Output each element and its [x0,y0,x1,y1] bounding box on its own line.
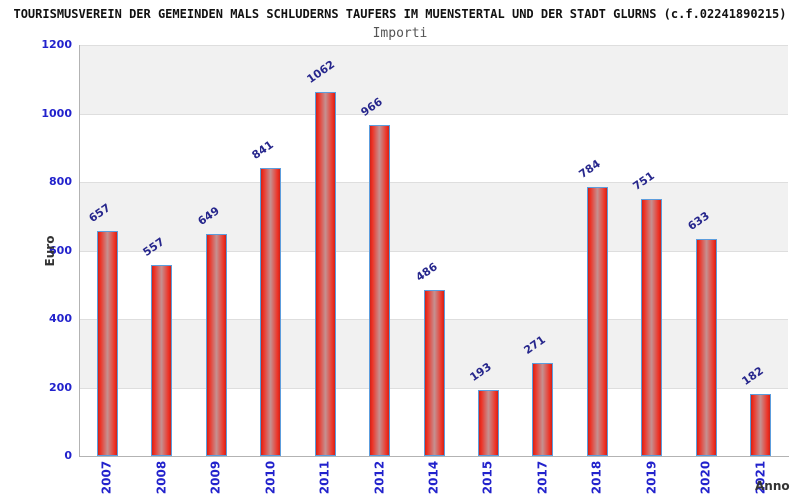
x-tick-label: 2019 [644,460,659,495]
y-axis-title: Euro [43,235,57,267]
chart-subtitle: Importi [372,26,428,41]
bar [151,265,173,456]
bar [750,393,772,456]
x-tick-label: 2009 [208,460,223,495]
bar [260,167,282,456]
bar [641,198,663,456]
bar [314,92,336,456]
x-tick-label: 2007 [99,460,114,495]
y-tick-label: 1200 [41,38,72,51]
plot-band [80,45,788,114]
chart-title: TOURISMUSVEREIN DER GEMEINDEN MALS SCHLU… [13,7,787,21]
y-tick-label: 800 [49,175,72,188]
x-tick-label: 2014 [426,460,441,495]
bar [369,125,391,456]
y-axis-line [79,45,80,457]
bar [477,389,499,456]
x-tick-label: 2008 [154,460,169,495]
y-tick-label: 600 [49,243,72,257]
gridline [80,182,788,183]
bar [532,363,554,456]
x-axis-title: Anno [755,479,790,493]
x-tick-label: 2015 [480,460,495,495]
bar [695,239,717,456]
y-tick-label: 400 [49,312,72,325]
gridline [80,113,788,115]
y-tick-label: 1000 [41,106,72,120]
gridline [80,250,788,252]
x-tick-label: 2012 [372,460,387,495]
x-tick-label: 2011 [317,460,332,495]
x-tick-label: 2018 [589,460,604,495]
plot-area: 657 557 649 841 1062 966 486 193 271 784 751 633 182 [80,45,788,456]
bar [423,289,445,456]
bar [205,233,227,456]
x-tick-label: 2010 [263,460,278,495]
plot-band [80,113,788,182]
bar [96,230,118,456]
plot-band [80,182,788,251]
gridline [80,45,788,46]
bar [586,187,608,456]
x-axis-line [79,456,789,457]
y-tick-label: 200 [49,380,72,394]
x-tick-label: 2017 [535,460,550,495]
y-tick-label: 0 [64,449,72,462]
x-tick-label: 2020 [698,460,713,495]
